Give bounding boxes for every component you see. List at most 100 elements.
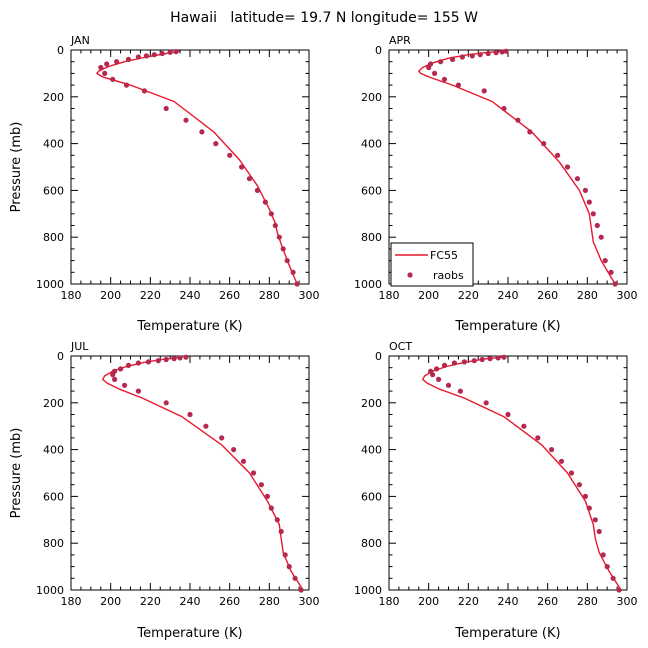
data-point-raobs-apr (469, 53, 475, 59)
data-point-raobs-apr (527, 129, 533, 135)
data-point-raobs-jan (239, 164, 245, 170)
x-tick-label: 220 (140, 289, 161, 302)
data-point-raobs-apr (602, 258, 608, 264)
x-tick-label: 260 (537, 595, 558, 608)
data-point-raobs-apr (582, 187, 589, 193)
data-point-raobs-jan (98, 64, 104, 71)
data-point-raobs-jul (110, 372, 116, 378)
data-point-raobs-oct (451, 360, 457, 366)
x-tick-label: 260 (219, 595, 240, 608)
panel-apr: APR Temperature (K) 180 200 220 240 260 280 30… (354, 34, 638, 334)
figure-title: Hawaii latitude= 19.7 N longitude= 155 W (170, 10, 478, 26)
data-point-raobs-jan (199, 129, 205, 135)
x-tick-label: 240 (498, 595, 519, 608)
x-axis-label-jul: Temperature (K) (136, 626, 242, 641)
data-point-raobs-oct (430, 372, 436, 378)
x-tick-label: 280 (577, 289, 598, 302)
data-point-raobs-jan (272, 222, 278, 229)
legend-label-raobs: raobs (433, 269, 464, 282)
data-point-raobs-jan (143, 53, 149, 59)
data-point-raobs-jan (135, 54, 141, 60)
data-point-raobs-apr (598, 234, 604, 240)
x-tick-label: 240 (498, 289, 519, 302)
legend-marker-raobs (407, 272, 413, 278)
x-tick-label: 200 (418, 595, 439, 608)
data-point-raobs-apr (501, 105, 507, 112)
data-point-raobs-oct (479, 356, 485, 363)
data-point-raobs-apr (493, 50, 499, 56)
data-point-raobs-jul (135, 360, 141, 366)
data-point-raobs-apr (455, 82, 461, 88)
x-axis-label-oct: Temperature (K) (454, 626, 560, 641)
plot-area-jul: 180 200 220 240 260 280 300 0 200 400 600 800 1000 (36, 350, 320, 608)
x-tick-label: 180 (61, 289, 82, 302)
data-point-raobs-jul (240, 458, 247, 464)
data-point-raobs-jul (298, 587, 304, 593)
data-point-raobs-apr (564, 164, 571, 170)
data-point-raobs-jul (163, 356, 169, 363)
x-tick-label: 280 (259, 289, 280, 302)
data-point-raobs-jul (122, 382, 128, 388)
data-point-raobs-jan (183, 117, 189, 123)
x-tick-label: 300 (299, 595, 320, 608)
data-point-raobs-jul (125, 362, 132, 368)
x-tick-label: 180 (379, 595, 400, 608)
y-tick-label: 400 (361, 444, 382, 457)
panel-jan: JAN Temperature (K) Pressure (mb) 180 200… (9, 34, 320, 334)
data-point-raobs-jul (231, 447, 237, 453)
data-point-raobs-oct (471, 358, 477, 364)
data-point-raobs-oct (558, 458, 565, 464)
data-point-raobs-jul (286, 564, 292, 570)
y-tick-label: 1000 (36, 584, 64, 597)
data-point-raobs-apr (426, 64, 432, 71)
data-point-raobs-jul (112, 376, 118, 382)
x-tick-label: 260 (537, 289, 558, 302)
data-point-raobs-apr (612, 281, 618, 287)
y-tick-label: 800 (43, 231, 64, 244)
data-point-raobs-oct (549, 447, 555, 453)
panel-label-jul: JUL (70, 340, 89, 353)
data-point-raobs-apr (608, 269, 614, 275)
data-point-raobs-oct (604, 564, 610, 570)
series-line-fc55-jan (96, 50, 298, 285)
data-point-raobs-jan (141, 88, 147, 94)
y-tick-label: 600 (43, 490, 64, 503)
data-point-raobs-jul (264, 493, 270, 499)
data-point-raobs-apr (590, 211, 596, 217)
data-point-raobs-apr (485, 50, 491, 57)
x-tick-label: 220 (140, 595, 161, 608)
data-point-raobs-oct (600, 552, 606, 558)
data-point-raobs-apr (515, 117, 521, 123)
data-point-raobs-jan (290, 269, 296, 275)
data-point-raobs-jan (227, 152, 233, 158)
data-point-raobs-apr (541, 141, 547, 147)
data-point-raobs-apr (477, 52, 483, 58)
x-tick-label: 200 (100, 595, 121, 608)
legend-label-fc55: FC55 (430, 249, 458, 262)
data-point-raobs-jan (167, 49, 173, 55)
panel-oct: OCT Temperature (K) 180 200 220 240 260 280 30… (354, 340, 638, 641)
x-tick-label: 300 (617, 289, 638, 302)
data-point-raobs-jan (123, 82, 130, 88)
panel-label-jan: JAN (70, 34, 90, 47)
data-point-raobs-jan (294, 281, 300, 287)
data-point-raobs-jan (254, 187, 260, 193)
data-point-raobs-oct (436, 376, 442, 382)
axes-frame-jan (70, 49, 310, 285)
plot-area-jan: 180 200 220 240 260 280 300 0 200 400 600 800 1000 (36, 44, 320, 302)
data-point-raobs-jul (177, 355, 183, 361)
data-point-raobs-apr (438, 59, 444, 65)
data-point-raobs-jul (258, 482, 264, 488)
x-tick-label: 220 (458, 289, 479, 302)
plot-area-oct: 180 200 220 240 260 280 300 0 200 400 600 800 1000 (354, 350, 638, 608)
series-line-fc55-jul (101, 356, 304, 591)
data-point-raobs-oct (582, 493, 589, 499)
y-tick-label: 200 (43, 91, 64, 104)
data-point-raobs-oct (535, 435, 541, 441)
data-point-raobs-jul (282, 552, 288, 558)
series-line-fc55-apr (418, 50, 616, 285)
x-tick-label: 260 (219, 289, 240, 302)
data-point-raobs-oct (616, 587, 622, 593)
y-tick-label: 600 (361, 184, 382, 197)
data-point-raobs-oct (610, 575, 616, 581)
